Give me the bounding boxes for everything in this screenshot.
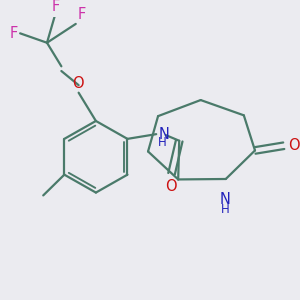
Text: F: F	[52, 0, 60, 14]
Text: N: N	[219, 192, 230, 207]
Text: N: N	[158, 127, 169, 142]
Text: O: O	[289, 138, 300, 153]
Text: H: H	[220, 202, 229, 215]
Text: O: O	[165, 179, 176, 194]
Text: F: F	[10, 26, 18, 41]
Text: O: O	[72, 76, 83, 91]
Text: H: H	[158, 136, 167, 149]
Text: F: F	[78, 7, 86, 22]
